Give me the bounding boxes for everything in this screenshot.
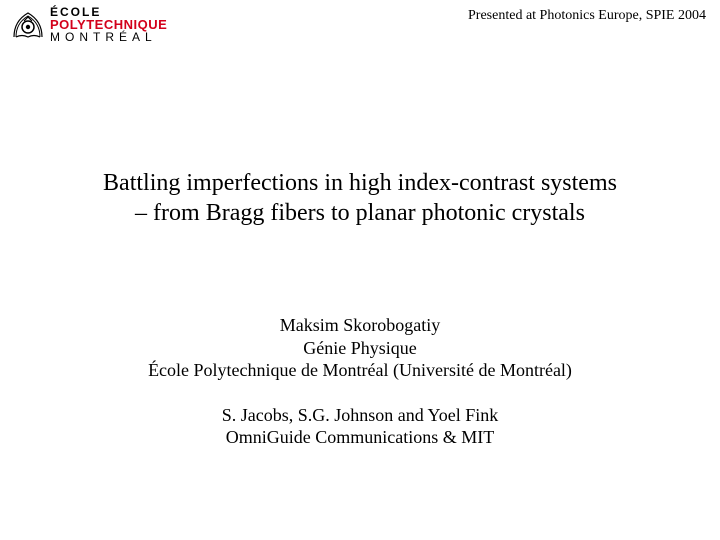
title-line-2: – from Bragg fibers to planar photonic c… (0, 198, 720, 228)
emblem-icon (10, 7, 46, 43)
title-line-1: Battling imperfections in high index-con… (0, 168, 720, 198)
logo-row: ÉCOLE POLYTECHNIQUE MONTRÉAL (10, 6, 150, 43)
authors-block: Maksim Skorobogatiy Génie Physique École… (0, 314, 720, 449)
logo-text: ÉCOLE POLYTECHNIQUE MONTRÉAL (50, 6, 167, 43)
title-block: Battling imperfections in high index-con… (0, 168, 720, 228)
header-note: Presented at Photonics Europe, SPIE 2004 (468, 8, 706, 24)
institution-logo: ÉCOLE POLYTECHNIQUE MONTRÉAL (10, 6, 150, 43)
slide: Presented at Photonics Europe, SPIE 2004… (0, 0, 720, 540)
author-affil-1: École Polytechnique de Montréal (Univers… (0, 359, 720, 382)
logo-line-montreal: MONTRÉAL (50, 31, 167, 43)
authors-gap (0, 382, 720, 404)
author-names-2: S. Jacobs, S.G. Johnson and Yoel Fink (0, 404, 720, 427)
author-name-1: Maksim Skorobogatiy (0, 314, 720, 337)
author-affil-2: OmniGuide Communications & MIT (0, 426, 720, 449)
author-dept-1: Génie Physique (0, 337, 720, 360)
